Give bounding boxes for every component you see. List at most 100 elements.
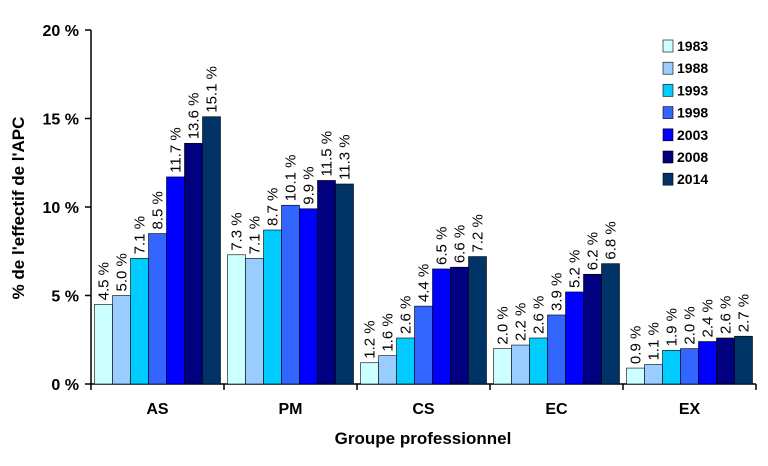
data-label: 6.6 % bbox=[452, 225, 469, 263]
legend-label: 2008 bbox=[677, 149, 708, 165]
data-label: 0.9 % bbox=[628, 326, 645, 364]
bar-1993-AS bbox=[130, 258, 149, 385]
bar-2008-CS bbox=[450, 266, 469, 385]
data-label: 6.5 % bbox=[434, 227, 451, 265]
x-category-label: PM bbox=[279, 401, 303, 418]
data-label: 15.1 % bbox=[204, 66, 221, 113]
data-label: 3.9 % bbox=[549, 273, 566, 311]
bar-1983-EC bbox=[493, 348, 512, 385]
bar-2014-AS bbox=[202, 116, 221, 385]
axes: 0 % 5 % 10 % 15 % 20 % AS PM CS EC EX bbox=[43, 23, 757, 418]
bar-2008-AS bbox=[184, 142, 203, 385]
data-label: 13.6 % bbox=[186, 93, 203, 140]
data-label: 1.1 % bbox=[646, 322, 663, 360]
bar-1998-EX bbox=[680, 348, 699, 385]
data-label: 11.5 % bbox=[319, 131, 336, 177]
data-label: 6.8 % bbox=[603, 221, 620, 259]
legend-swatch bbox=[662, 39, 674, 53]
x-category-label: EX bbox=[679, 401, 701, 418]
data-label: 8.7 % bbox=[265, 188, 282, 226]
x-axis-title: Groupe professionnel bbox=[335, 429, 512, 448]
legend-label: 2014 bbox=[677, 171, 708, 187]
legend-label: 1983 bbox=[677, 38, 708, 54]
legend-label: 1998 bbox=[677, 105, 708, 121]
data-label: 2.0 % bbox=[682, 306, 699, 344]
y-tick-label: 15 % bbox=[43, 112, 79, 129]
bar-1988-PM bbox=[245, 258, 264, 385]
data-label: 1.6 % bbox=[380, 313, 397, 351]
data-label: 1.9 % bbox=[664, 308, 681, 346]
data-label: 6.2 % bbox=[585, 232, 602, 270]
x-category-label: AS bbox=[146, 401, 169, 418]
bar-2008-PM bbox=[317, 180, 336, 385]
legend-swatch bbox=[662, 128, 674, 142]
legend-swatch bbox=[662, 172, 674, 186]
y-tick-label: 5 % bbox=[51, 289, 79, 306]
bar-2014-EX bbox=[734, 335, 753, 385]
bar-1998-AS bbox=[148, 233, 167, 385]
bar-1983-PM bbox=[227, 254, 246, 385]
x-category-label: CS bbox=[412, 401, 435, 418]
data-label: 4.5 % bbox=[96, 262, 113, 300]
data-label: 9.9 % bbox=[301, 166, 318, 204]
legend-swatch bbox=[662, 84, 674, 97]
legend-swatch bbox=[662, 150, 674, 164]
data-label: 4.4 % bbox=[416, 264, 433, 302]
y-tick-label: 0 % bbox=[51, 377, 79, 394]
y-axis-title: % de l'effectif de l'APC bbox=[9, 117, 28, 300]
data-label: 1.2 % bbox=[362, 320, 379, 358]
data-label: 2.6 % bbox=[718, 296, 735, 334]
bar-2003-AS bbox=[166, 176, 185, 385]
bar-2014-CS bbox=[468, 256, 487, 385]
data-labels: 4.5 %7.3 %1.2 % 2.0 %0.9 %5.0 %7.1 %1.6 %… bbox=[96, 66, 753, 364]
bar-1983-CS bbox=[360, 362, 379, 385]
bar-1988-EX bbox=[644, 364, 663, 385]
bar-1988-EC bbox=[511, 344, 530, 385]
legend-swatch bbox=[662, 61, 674, 75]
bar-1983-AS bbox=[94, 304, 113, 385]
bar-2003-PM bbox=[299, 208, 318, 385]
data-label: 5.2 % bbox=[567, 250, 584, 288]
bar-2003-CS bbox=[432, 268, 451, 385]
data-label: 7.3 % bbox=[229, 212, 246, 250]
bar-1993-CS bbox=[396, 337, 415, 385]
data-label: 7.1 % bbox=[132, 216, 149, 254]
data-label: 2.0 % bbox=[495, 306, 512, 344]
bar-1998-CS bbox=[414, 305, 433, 385]
bar-1993-EX bbox=[662, 350, 681, 385]
data-label: 8.5 % bbox=[150, 191, 167, 229]
bar-1983-EX bbox=[626, 367, 645, 385]
data-label: 7.1 % bbox=[247, 216, 264, 254]
bar-1993-EC bbox=[529, 337, 548, 385]
data-label: 5.0 % bbox=[114, 253, 131, 291]
bar-2003-EC bbox=[565, 291, 584, 385]
bar-1993-PM bbox=[263, 229, 282, 385]
data-label: 2.7 % bbox=[736, 294, 753, 332]
data-label: 2.4 % bbox=[700, 299, 717, 337]
legend-swatch bbox=[662, 106, 674, 119]
bar-1998-EC bbox=[547, 314, 566, 385]
y-tick-label: 20 % bbox=[43, 23, 79, 40]
bar-2008-EX bbox=[716, 337, 735, 385]
legend-label: 1988 bbox=[677, 60, 708, 76]
bar-2014-EC bbox=[601, 263, 620, 385]
x-category-label: EC bbox=[545, 401, 568, 418]
legend-label: 1993 bbox=[677, 82, 708, 98]
bar-2014-PM bbox=[335, 183, 354, 385]
bar-2003-EX bbox=[698, 341, 717, 385]
data-label: 2.2 % bbox=[513, 303, 530, 341]
data-label: 7.2 % bbox=[470, 214, 487, 252]
data-label: 11.7 % bbox=[168, 127, 185, 173]
bar-1988-CS bbox=[378, 355, 397, 385]
legend-label: 2003 bbox=[677, 127, 708, 143]
data-label: 10.1 % bbox=[283, 155, 300, 202]
bar-1988-AS bbox=[112, 295, 131, 385]
y-tick-label: 10 % bbox=[43, 200, 79, 217]
data-label: 2.6 % bbox=[531, 296, 548, 334]
bar-1998-PM bbox=[281, 204, 300, 385]
data-label: 2.6 % bbox=[398, 296, 415, 334]
legend: 1983 1988 1993 1998 2003 2008 2014 bbox=[662, 38, 708, 187]
bars bbox=[94, 116, 753, 385]
bar-2008-EC bbox=[583, 273, 602, 385]
